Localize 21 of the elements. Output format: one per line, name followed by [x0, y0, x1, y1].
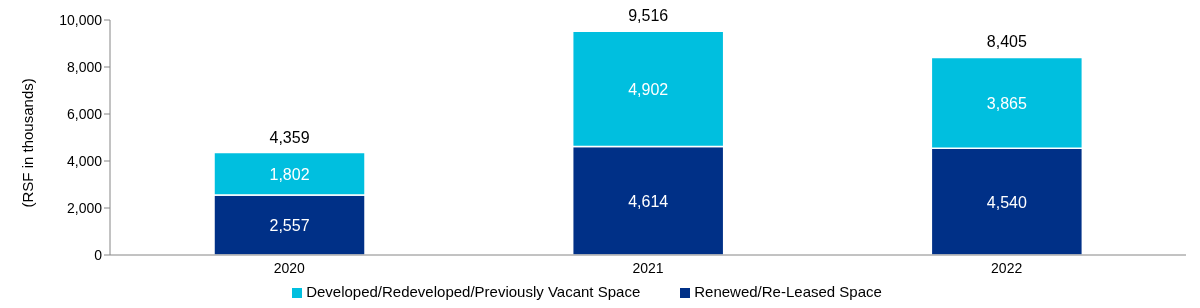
x-tick-label: 2021 [632, 259, 664, 276]
data-label: 4,902 [628, 80, 669, 98]
y-tick-label: 6,000 [66, 105, 103, 122]
data-label: 4,540 [986, 193, 1027, 211]
total-label: 9,516 [628, 7, 669, 25]
legend-label: Developed/Redeveloped/Previously Vacant Space [306, 283, 641, 300]
data-label: 1,802 [269, 165, 310, 183]
x-tick-label: 2022 [991, 259, 1023, 276]
data-label: 3,865 [986, 94, 1027, 112]
data-label: 4,614 [628, 192, 669, 210]
x-tick-label: 2020 [273, 259, 306, 276]
y-tick-label: 0 [94, 246, 103, 263]
y-tick-label: 2,000 [66, 199, 103, 216]
total-label: 4,359 [269, 128, 310, 146]
total-label: 8,405 [986, 33, 1027, 51]
y-tick-label: 8,000 [66, 58, 103, 75]
y-tick-label: 10,000 [59, 11, 103, 28]
data-label: 2,557 [269, 216, 310, 234]
legend-label: Renewed/Re-Leased Space [694, 283, 882, 300]
y-axis-title: (RSF in thousands) [19, 78, 37, 208]
y-tick-label: 4,000 [66, 152, 103, 169]
